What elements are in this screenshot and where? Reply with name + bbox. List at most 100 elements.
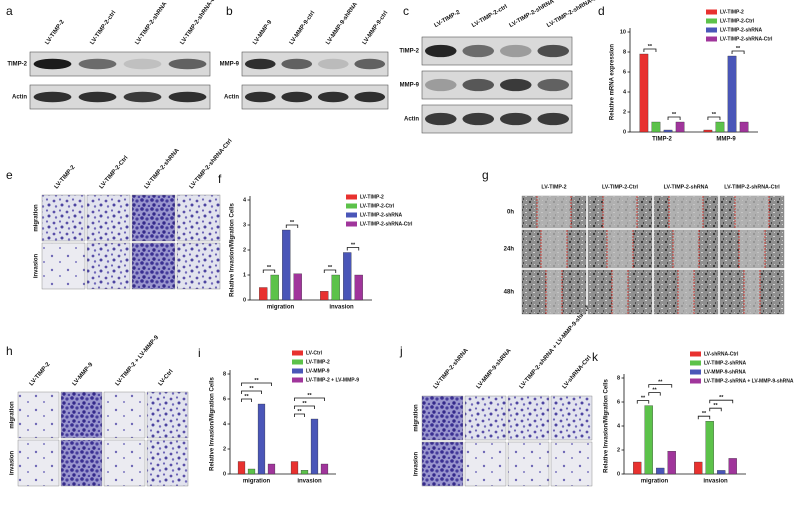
legend-label: LV-MMP-9-shRNA xyxy=(704,369,746,375)
legend-swatch xyxy=(346,194,357,200)
column-label: LV-TIMP-2-shRNA + LV-MMP-9-shRNA xyxy=(519,304,593,391)
row-label: migration xyxy=(34,204,40,232)
significance-bracket xyxy=(648,392,661,396)
legend-swatch xyxy=(292,350,303,356)
lane-label: LV-TIMP-2-shRNA xyxy=(135,1,169,46)
row-label: MMP-9 xyxy=(400,83,420,89)
micrograph xyxy=(60,391,103,439)
y-tick-label: 4 xyxy=(623,89,627,95)
legend-label: LV-TIMP-2-shRNA xyxy=(360,212,403,218)
band xyxy=(78,91,117,103)
wound-gap xyxy=(669,196,703,228)
significance-bracket xyxy=(731,50,745,54)
significance-bracket xyxy=(323,269,337,273)
column-label: LV-MMP-9 xyxy=(72,361,95,387)
legend-label: LV-TIMP-2-shRNA-Ctrl xyxy=(720,36,773,42)
row-label: invasion xyxy=(10,450,16,475)
bar xyxy=(343,252,352,301)
legend-label: LV-TIMP-2-shRNA + LV-MMP-9-shRNA xyxy=(704,378,794,384)
panel-letter: h xyxy=(6,344,13,358)
y-tick-label: 4 xyxy=(223,421,227,427)
bar xyxy=(310,418,319,475)
y-tick-label: 4 xyxy=(243,197,247,203)
y-tick-label: 3 xyxy=(243,222,246,228)
legend-swatch xyxy=(706,9,717,15)
legend-label: LV-Ctrl xyxy=(306,350,323,356)
y-tick-label: 2 xyxy=(243,247,246,253)
column-label: LV-TIMP-2 + LV-MMP-9 xyxy=(115,334,161,387)
legend-label: LV-TIMP-2 + LV-MMP-9 xyxy=(306,377,359,383)
significance-label: ** xyxy=(719,395,724,401)
legend-swatch xyxy=(292,377,303,383)
row-label: invasion xyxy=(414,451,420,476)
bar xyxy=(331,274,340,301)
micrograph xyxy=(17,439,60,487)
panel-letter: f xyxy=(218,172,222,186)
legend-swatch xyxy=(706,18,717,24)
panel-letter: j xyxy=(399,344,403,358)
legend-label: LV-TIMP-2 xyxy=(306,359,330,365)
row-label: migration xyxy=(10,401,16,429)
significance-bracket xyxy=(241,382,272,386)
legend-label: LV-TIMP-2-shRNA xyxy=(720,27,763,33)
micrograph xyxy=(507,395,550,441)
wound-gap xyxy=(735,196,769,228)
row-label: TIMP-2 xyxy=(7,62,27,68)
legend-label: LV-MMP-9 xyxy=(306,368,330,374)
panel-letter: b xyxy=(226,4,233,18)
band xyxy=(78,58,117,70)
micrograph xyxy=(421,395,464,441)
significance-label: ** xyxy=(351,242,356,248)
significance-bracket xyxy=(294,413,305,417)
wound-gap xyxy=(739,230,765,268)
legend-swatch xyxy=(690,369,701,375)
legend-label: LV-TIMP-2 xyxy=(720,9,744,15)
column-label: LV-MMP-9-shRNA xyxy=(476,347,513,390)
x-tick-label: migration xyxy=(641,479,669,485)
band xyxy=(123,58,162,70)
band xyxy=(281,91,313,103)
significance-bracket xyxy=(709,407,722,412)
significance-bracket xyxy=(241,390,262,394)
bar xyxy=(694,461,703,475)
y-tick-label: 10 xyxy=(620,29,626,35)
bar xyxy=(667,451,676,475)
significance-bracket xyxy=(667,116,681,120)
bar xyxy=(715,121,725,133)
micrograph xyxy=(60,439,103,487)
y-tick-label: 2 xyxy=(617,447,620,453)
column-label: LV-TIMP-2-shRNA xyxy=(144,147,182,190)
bar xyxy=(703,129,713,133)
wound-gap xyxy=(546,270,562,314)
lane-label: LV-MMP-9-ctrl xyxy=(289,10,317,46)
band xyxy=(462,78,494,92)
significance-label: ** xyxy=(712,112,717,118)
panel-letter: g xyxy=(482,168,489,182)
legend-swatch xyxy=(706,36,717,42)
micrograph xyxy=(41,242,86,290)
micrograph xyxy=(176,242,221,290)
x-tick-label: invasion xyxy=(297,479,322,485)
legend-swatch xyxy=(690,378,701,384)
legend-label: LV-TIMP-2-shRNA xyxy=(704,360,747,366)
bar xyxy=(656,467,665,475)
bar xyxy=(320,463,329,475)
legend-label: LV-TIMP-2 xyxy=(360,194,384,200)
significance-bracket xyxy=(285,224,299,228)
lane-label: LV-MMP-9-shRNA xyxy=(325,1,359,46)
y-tick-label: 0 xyxy=(617,471,620,477)
band xyxy=(462,44,494,58)
band xyxy=(354,58,386,70)
column-label: LV-Ctrl xyxy=(158,368,175,387)
significance-bracket xyxy=(346,247,360,251)
y-tick-label: 6 xyxy=(623,69,626,75)
lane-label: LV-TIMP-2-shRNA-ctrl xyxy=(546,0,603,29)
micrograph xyxy=(131,194,176,242)
lane-label: LV-TIMP-2-ctrl xyxy=(471,4,509,29)
bar xyxy=(717,470,726,475)
significance-bracket xyxy=(709,399,734,404)
band xyxy=(500,78,532,92)
significance-label: ** xyxy=(267,265,272,271)
row-label: Actin xyxy=(404,117,419,123)
